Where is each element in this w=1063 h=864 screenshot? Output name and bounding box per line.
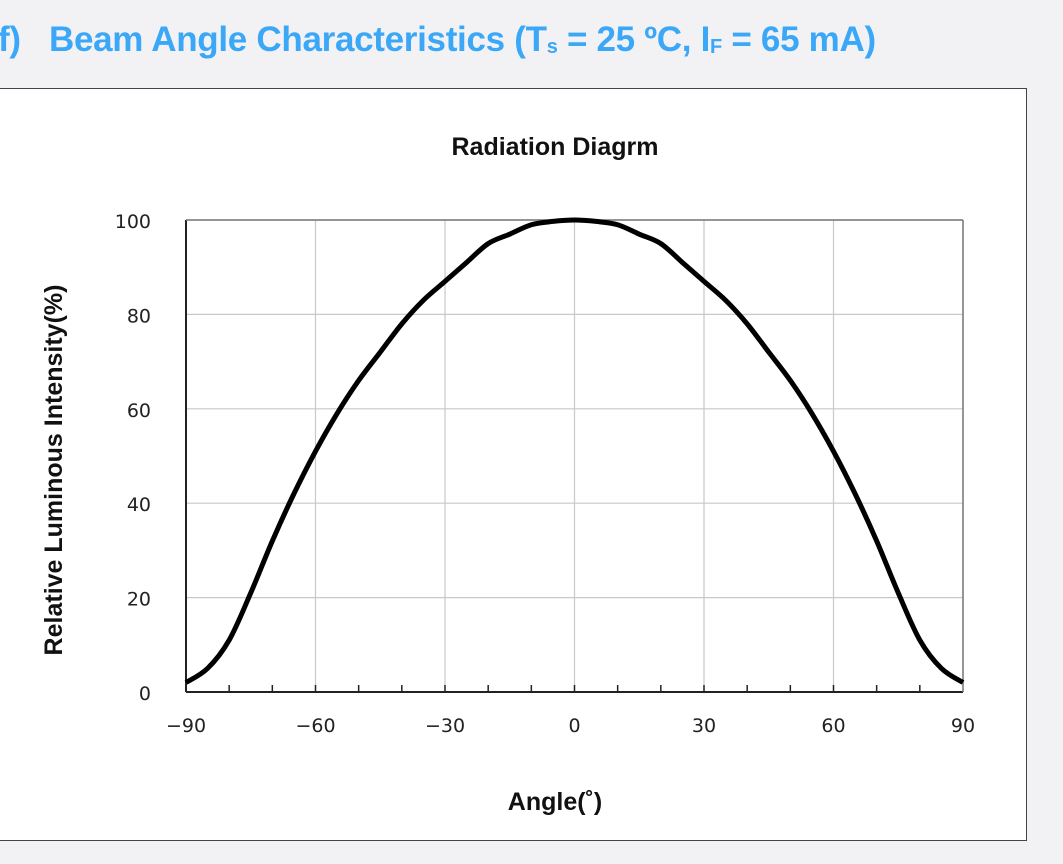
x-axis-label: Angle(˚) <box>508 788 602 816</box>
title-text: Beam Angle Characteristics (T <box>49 20 547 59</box>
chart-frame <box>0 88 1027 841</box>
y-tick-label: 80 <box>127 305 151 327</box>
x-tick-label: −60 <box>295 715 335 737</box>
title-mid: = 25 ºC, I <box>557 20 710 59</box>
section-title: f) Beam Angle Characteristics (Ts = 25 º… <box>0 20 876 60</box>
x-tick-label: 0 <box>568 715 580 737</box>
y-tick-label: 40 <box>127 494 151 516</box>
x-tick-label: 60 <box>821 715 845 737</box>
y-axis-label: Relative Luminous Intensity(%) <box>40 285 68 656</box>
x-tick-label: 30 <box>692 715 716 737</box>
x-tick-label: −90 <box>166 715 206 737</box>
intensity-curve <box>184 217 965 685</box>
chart-title: Radiation Diagrm <box>452 133 659 161</box>
section-prefix: f) <box>0 20 21 59</box>
title-end: = 65 mA) <box>721 20 876 59</box>
x-tick-label: −30 <box>425 715 465 737</box>
y-tick-label: 20 <box>127 589 151 611</box>
if-subscript: F <box>710 36 722 58</box>
ts-subscript: s <box>546 36 558 58</box>
y-tick-label: 0 <box>139 683 151 705</box>
x-tick-label: 90 <box>951 715 975 737</box>
y-tick-label: 60 <box>127 400 151 422</box>
y-tick-label: 100 <box>115 211 151 233</box>
